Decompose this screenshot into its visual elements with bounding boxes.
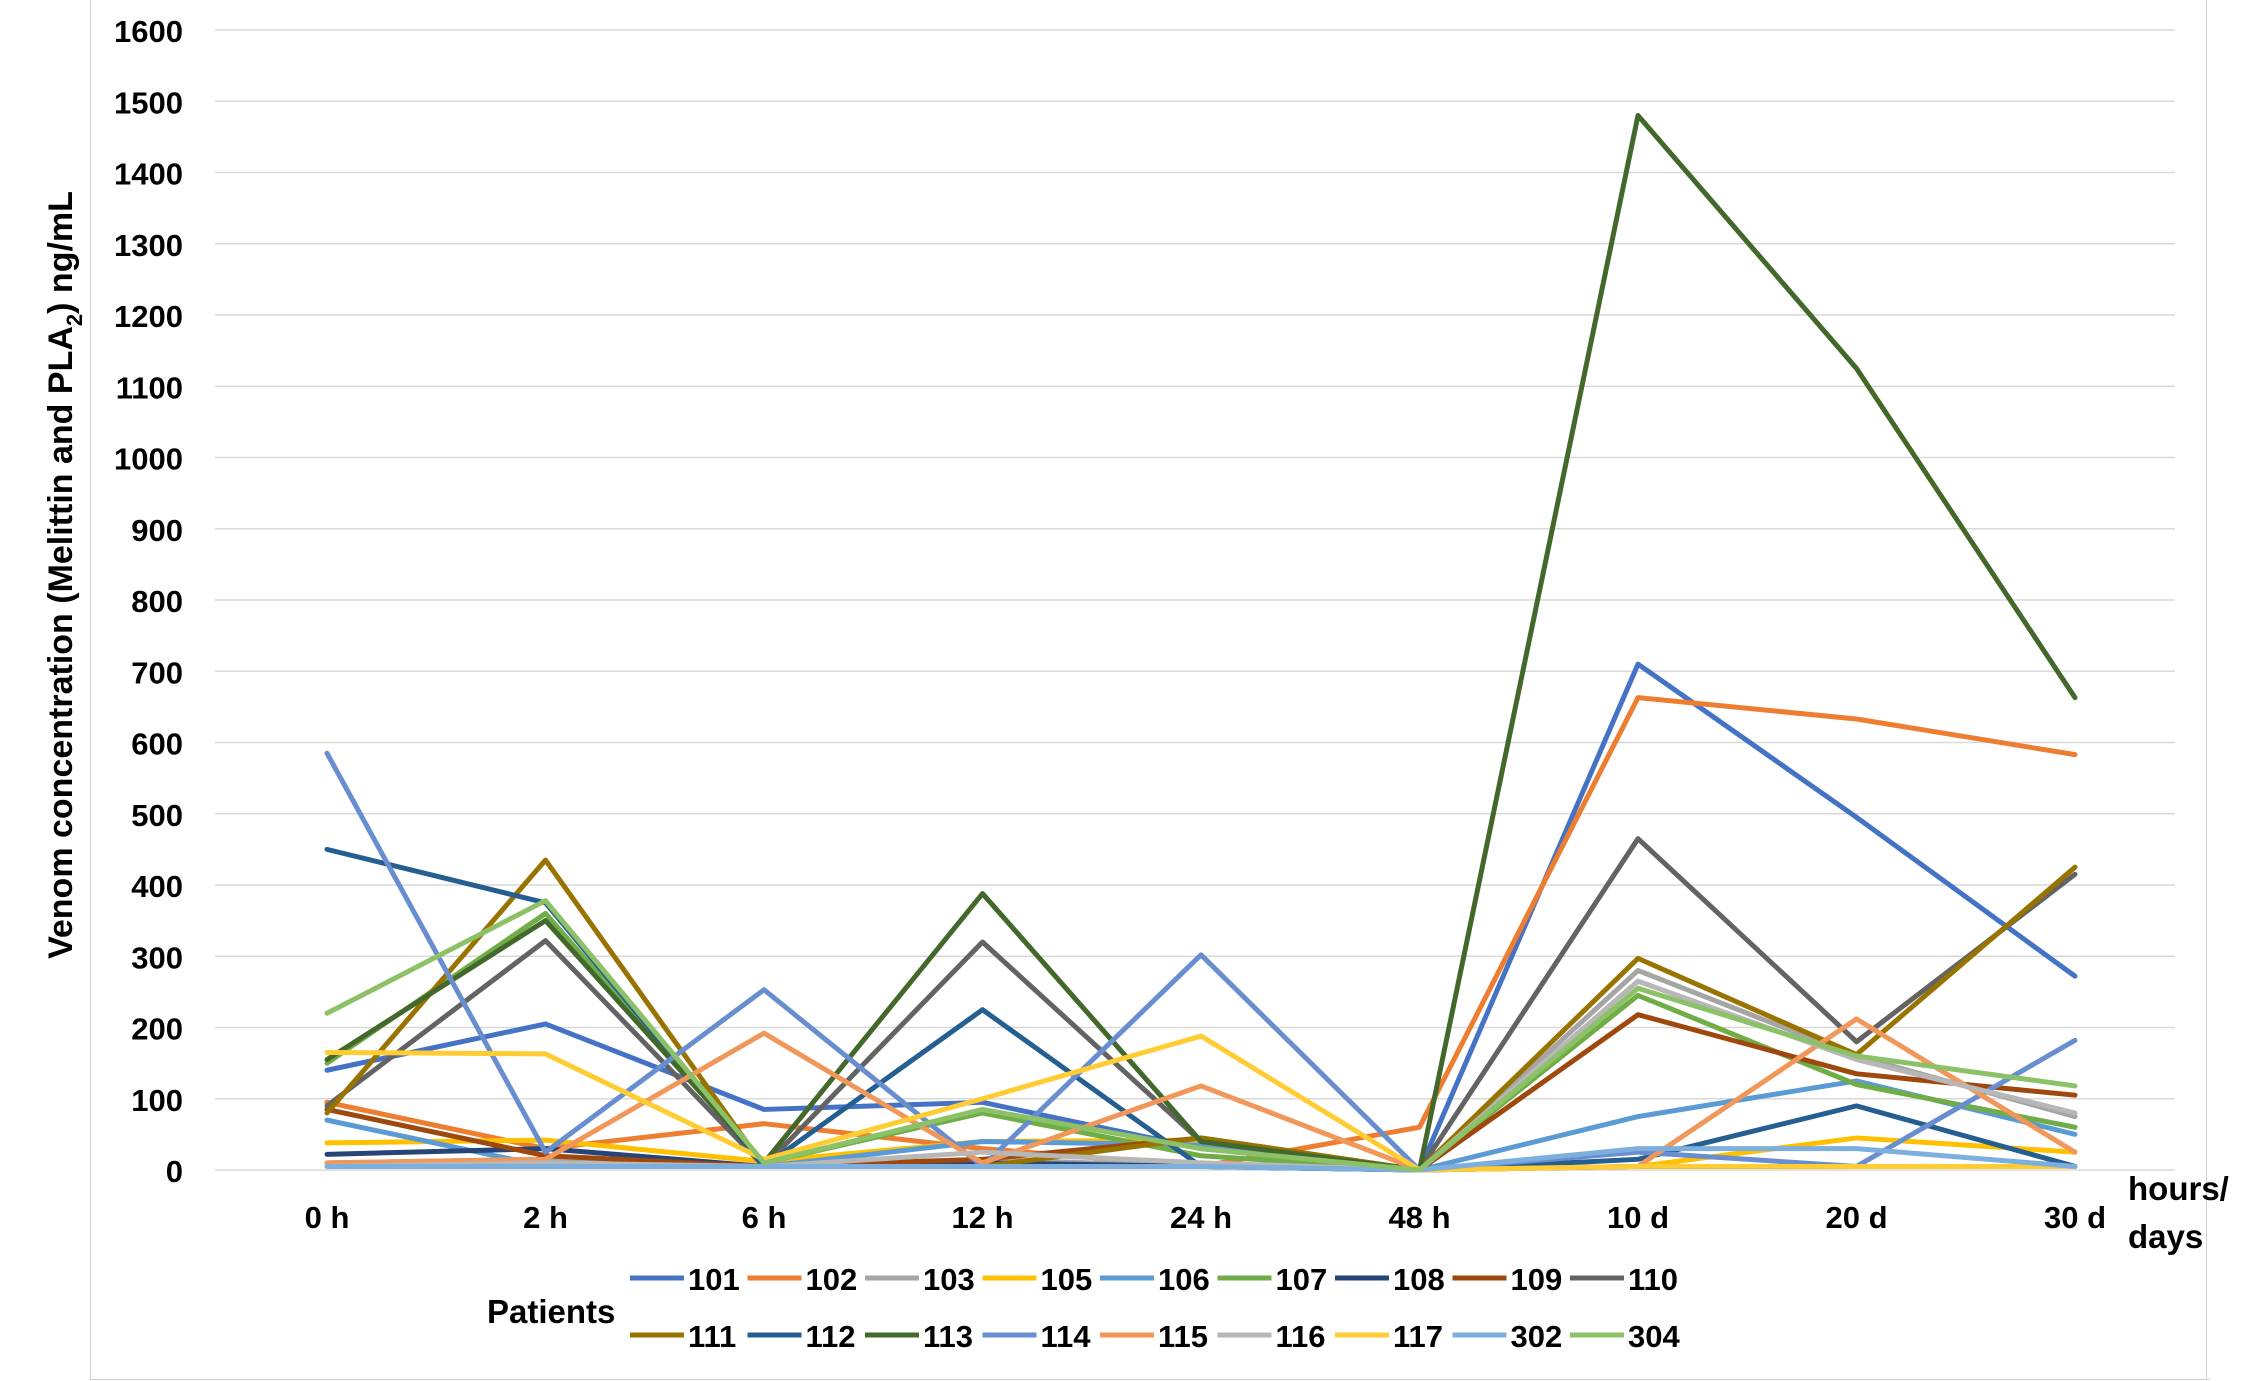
y-tick-labels: 0 100 200 300 400 500 600 700 800 900 1000 1100 1200… <box>114 14 183 1189</box>
y-tick-label: 1600 <box>114 14 183 49</box>
legend-label: 116 <box>1276 1319 1326 1354</box>
series-line-111 <box>324 857 2078 1173</box>
x-axis-label-line2: days <box>2128 1218 2203 1255</box>
series-line-304 <box>324 898 2078 1173</box>
x-tick-label: 10 d <box>1607 1200 1669 1235</box>
legend-label: 110 <box>1628 1262 1678 1297</box>
legend-label: 109 <box>1511 1262 1563 1297</box>
legend-label: 111 <box>688 1319 736 1354</box>
y-axis-label-main: Venom concentration (Melittin and PLA <box>42 326 80 959</box>
legend-label: 105 <box>1041 1262 1093 1297</box>
y-axis-label-tail: ) ng/mL <box>42 191 80 314</box>
legend-item-102: 102 <box>747 1262 858 1297</box>
legend-item-103: 103 <box>865 1262 975 1297</box>
x-tick-label: 48 h <box>1388 1200 1450 1235</box>
series-line-115 <box>324 1016 2078 1173</box>
x-tick-label: 24 h <box>1170 1200 1232 1235</box>
legend-label: 302 <box>1511 1319 1563 1354</box>
legend-label: 107 <box>1276 1262 1328 1297</box>
legend-item-117: 117 <box>1335 1319 1443 1354</box>
legend-item-108: 108 <box>1335 1262 1445 1297</box>
y-tick-label: 300 <box>131 940 183 975</box>
legend-label: 304 <box>1628 1319 1680 1354</box>
legend-item-302: 302 <box>1452 1319 1563 1354</box>
y-axis-label: Venom concentration (Melittin and PLA2) … <box>42 191 87 959</box>
grid-lines <box>215 29 2175 1171</box>
x-tick-label: 30 d <box>2044 1200 2106 1235</box>
legend-label: 108 <box>1393 1262 1445 1297</box>
legend-item-105: 105 <box>982 1262 1093 1297</box>
y-tick-label: 600 <box>131 727 183 762</box>
y-tick-label: 1500 <box>114 85 183 120</box>
y-tick-label: 500 <box>131 798 183 833</box>
series-line-102 <box>324 695 2078 1169</box>
y-tick-label: 100 <box>131 1083 183 1118</box>
series-line-117 <box>324 1033 2078 1173</box>
series-line-302 <box>324 1146 2078 1173</box>
legend-item-116: 116 <box>1217 1319 1326 1354</box>
legend-item-106: 106 <box>1100 1262 1210 1297</box>
legend-item-114: 114 <box>982 1319 1092 1354</box>
legend-title: Patients <box>487 1293 615 1330</box>
x-tick-label: 0 h <box>305 1200 350 1235</box>
legend: 101 102 103 105 106 107 108 109 110 111 112 113 114 1… <box>630 1262 1680 1354</box>
x-tick-label: 6 h <box>742 1200 787 1235</box>
legend-label: 112 <box>806 1319 856 1354</box>
legend-item-111: 111 <box>630 1319 736 1354</box>
series-line-113 <box>324 113 2078 1173</box>
legend-item-113: 113 <box>865 1319 973 1354</box>
legend-label: 114 <box>1041 1319 1092 1354</box>
legend-item-112: 112 <box>747 1319 856 1354</box>
x-tick-label: 20 d <box>1825 1200 1887 1235</box>
legend-label: 101 <box>688 1262 740 1297</box>
legend-label: 102 <box>806 1262 858 1297</box>
x-tick-labels: 0 h 2 h 6 h 12 h 24 h 48 h 10 d 20 d 30 d <box>305 1200 2106 1235</box>
series-line-114 <box>324 750 2078 1173</box>
legend-item-101: 101 <box>630 1262 740 1297</box>
legend-item-107: 107 <box>1217 1262 1328 1297</box>
x-axis-label-line1: hours/ <box>2128 1170 2229 1207</box>
legend-label: 106 <box>1158 1262 1210 1297</box>
y-tick-label: 0 <box>166 1154 183 1189</box>
y-tick-label: 200 <box>131 1012 183 1047</box>
y-tick-label: 1400 <box>114 157 183 192</box>
chart-frame-right-border <box>2206 0 2207 1380</box>
chart-frame <box>90 0 2210 1380</box>
y-axis-label-subscript: 2 <box>62 314 87 326</box>
y-tick-label: 1200 <box>114 299 183 334</box>
y-tick-label: 1000 <box>114 442 183 477</box>
legend-item-115: 115 <box>1100 1319 1208 1354</box>
series-lines <box>324 113 2078 1173</box>
legend-label: 113 <box>923 1319 973 1354</box>
y-tick-label: 800 <box>131 584 183 619</box>
legend-label: 117 <box>1393 1319 1443 1354</box>
legend-item-304: 304 <box>1570 1319 1680 1354</box>
legend-item-109: 109 <box>1452 1262 1563 1297</box>
y-tick-label: 700 <box>131 655 183 690</box>
y-tick-label: 1300 <box>114 228 183 263</box>
y-tick-label: 400 <box>131 869 183 904</box>
y-tick-label: 1100 <box>116 370 183 405</box>
y-tick-label: 900 <box>131 513 183 548</box>
x-tick-label: 12 h <box>951 1200 1013 1235</box>
legend-label: 115 <box>1158 1319 1208 1354</box>
legend-label: 103 <box>923 1262 975 1297</box>
x-tick-label: 2 h <box>523 1200 568 1235</box>
legend-item-110: 110 <box>1570 1262 1678 1297</box>
